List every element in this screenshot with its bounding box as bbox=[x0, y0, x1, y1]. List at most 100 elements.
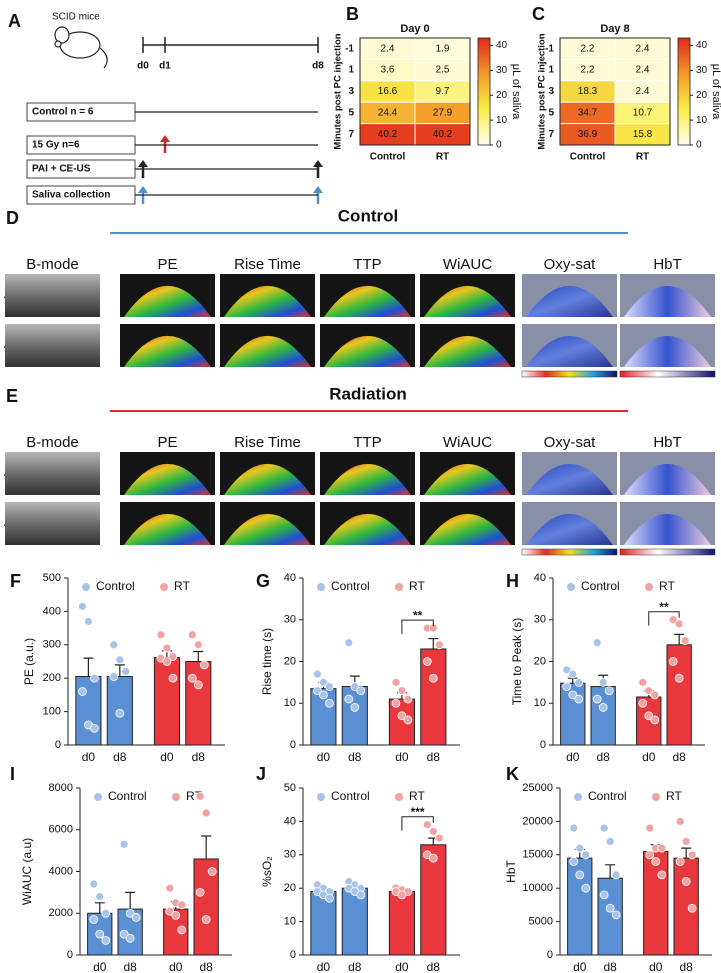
y-axis-label: WiAUC (a.u) bbox=[20, 838, 34, 905]
mouse-icon bbox=[54, 26, 108, 69]
significance-label: ** bbox=[659, 600, 669, 614]
legend-label: Control bbox=[108, 789, 147, 803]
data-point bbox=[84, 617, 93, 626]
y-tick-label: 50 bbox=[284, 782, 296, 794]
bar bbox=[673, 857, 699, 956]
colorbar-tick-label: 10 bbox=[696, 115, 708, 126]
colorbar-tick-label: 20 bbox=[496, 90, 508, 101]
data-point bbox=[674, 619, 684, 629]
colorbar-tick-label: 30 bbox=[496, 65, 508, 76]
bar bbox=[643, 850, 669, 956]
error-bar bbox=[681, 847, 692, 859]
y-tick-label: 2000 bbox=[49, 907, 73, 919]
image bbox=[624, 335, 711, 367]
x-tick-label: d8 bbox=[672, 750, 686, 764]
y-tick-label: 3 bbox=[348, 86, 354, 97]
data-point bbox=[115, 708, 125, 718]
y-axis-label: %sO₂ bbox=[260, 856, 274, 887]
colorbar-tick-label: 0 bbox=[496, 140, 502, 151]
group-label: Saliva collection bbox=[32, 190, 110, 201]
data-point bbox=[657, 870, 667, 880]
y-tick-label: 40 bbox=[534, 572, 546, 584]
panel-letter: J bbox=[256, 764, 266, 784]
data-point bbox=[687, 850, 697, 860]
data-point bbox=[605, 837, 615, 846]
subject-label: SCID mice bbox=[52, 12, 100, 23]
x-tick-label: d0 bbox=[160, 750, 174, 764]
y-tick-label: 100 bbox=[43, 706, 61, 718]
mode-label: WiAUC bbox=[443, 434, 492, 451]
bar bbox=[153, 656, 180, 746]
data-point bbox=[109, 640, 119, 650]
y-tick-label: 10 bbox=[284, 697, 296, 709]
scale-bar bbox=[521, 548, 618, 556]
mode-label: Oxy-sat bbox=[544, 434, 597, 451]
data-point bbox=[397, 711, 407, 721]
data-point bbox=[638, 698, 648, 708]
data-point bbox=[422, 820, 432, 830]
mode-label: PE bbox=[157, 256, 177, 273]
x-tick-label: d8 bbox=[603, 960, 617, 973]
error-bar bbox=[193, 650, 204, 662]
image bbox=[424, 463, 511, 495]
image bbox=[624, 285, 711, 317]
mode-label: Rise Time bbox=[234, 256, 301, 273]
data-point bbox=[344, 638, 354, 648]
data-point bbox=[344, 694, 354, 704]
scale-bar bbox=[521, 370, 618, 378]
panel-letter: F bbox=[10, 571, 21, 591]
image bbox=[124, 285, 211, 317]
y-tick-label: 40 bbox=[284, 815, 296, 827]
y-tick-label: 20 bbox=[284, 655, 296, 667]
legend-marker bbox=[573, 792, 583, 802]
panel-letter: G bbox=[256, 571, 270, 591]
cell-label: 1.9 bbox=[436, 43, 450, 54]
legend-marker bbox=[159, 582, 169, 592]
y-tick-label: 25000 bbox=[522, 782, 553, 794]
image bbox=[624, 513, 711, 545]
cell-label: 3.6 bbox=[381, 65, 395, 76]
data-point bbox=[568, 690, 578, 700]
x-tick-label: d8 bbox=[192, 750, 206, 764]
data-point bbox=[162, 657, 172, 666]
image bbox=[5, 502, 100, 545]
colorbar bbox=[477, 37, 491, 146]
cell-label: 10.7 bbox=[633, 108, 653, 119]
data-point bbox=[101, 908, 111, 918]
panel-letter: A bbox=[8, 11, 21, 31]
image bbox=[5, 452, 100, 495]
legend-label: Control bbox=[331, 789, 370, 803]
data-point bbox=[350, 682, 360, 691]
data-point bbox=[119, 929, 129, 939]
image bbox=[5, 324, 100, 367]
legend-marker bbox=[316, 792, 326, 802]
data-point bbox=[644, 711, 654, 721]
data-point bbox=[193, 680, 203, 690]
y-tick-label: 0 bbox=[290, 739, 296, 751]
data-point bbox=[604, 686, 614, 696]
image bbox=[624, 463, 711, 495]
bar bbox=[388, 891, 415, 956]
data-point bbox=[95, 929, 105, 939]
y-tick-label: 10000 bbox=[522, 882, 553, 894]
panel-letter: K bbox=[506, 764, 519, 784]
cell-label: 2.2 bbox=[581, 65, 595, 76]
group-label: 15 Gy n=6 bbox=[32, 140, 80, 151]
data-point bbox=[201, 808, 211, 818]
day-label: d0 bbox=[137, 61, 149, 72]
data-point bbox=[668, 615, 678, 625]
data-point bbox=[434, 640, 444, 650]
y-tick-label: 200 bbox=[43, 672, 61, 684]
heatmap-title: Day 0 bbox=[400, 23, 429, 35]
section-title: Radiation bbox=[329, 384, 406, 403]
data-point bbox=[675, 817, 685, 826]
y-tick-label: 500 bbox=[43, 572, 61, 584]
significance-label: *** bbox=[411, 805, 425, 819]
y-tick-label: 10 bbox=[534, 697, 546, 709]
y-tick-label: 20 bbox=[534, 655, 546, 667]
timeline-arrows bbox=[138, 135, 323, 204]
data-point bbox=[574, 677, 584, 687]
colorbar-tick-label: 20 bbox=[696, 90, 708, 101]
data-point bbox=[187, 673, 197, 683]
